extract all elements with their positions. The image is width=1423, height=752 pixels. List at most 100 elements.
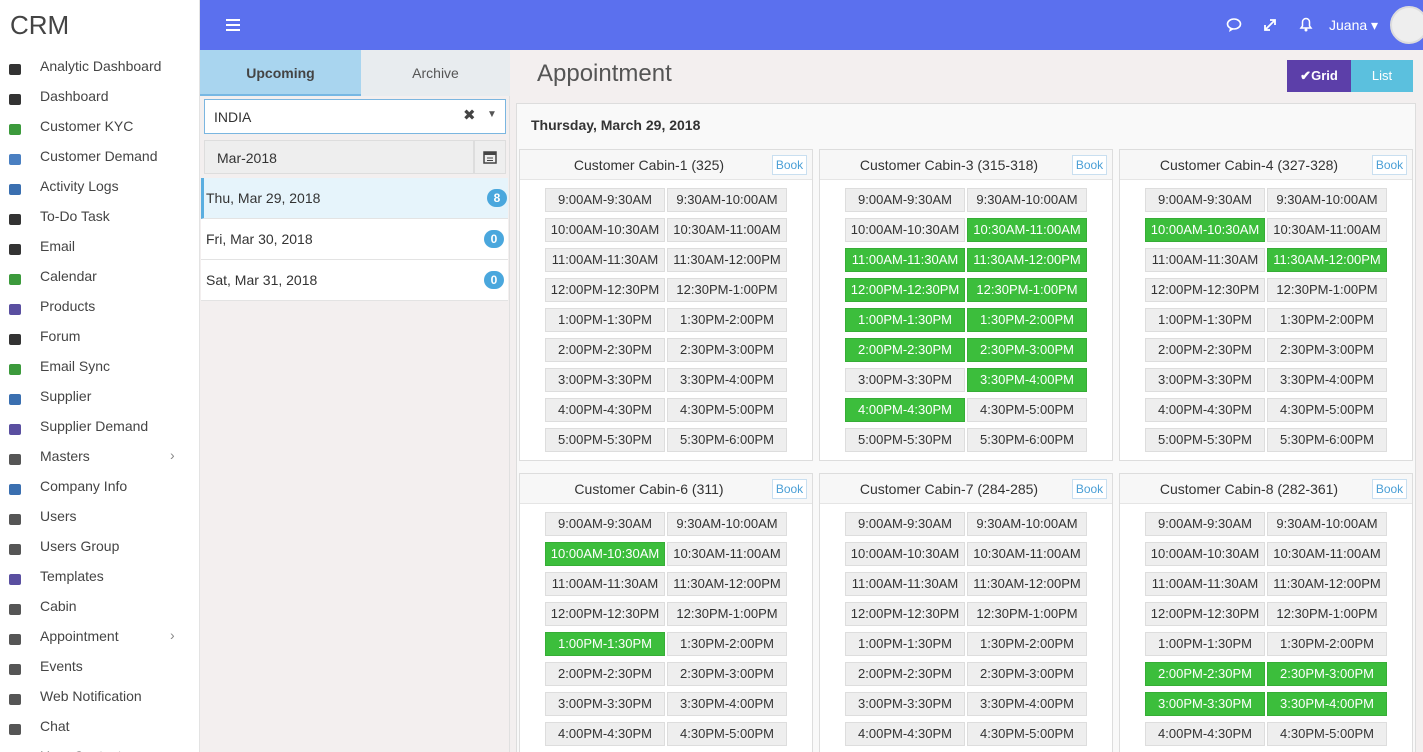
slot-available[interactable]: 1:00PM-1:30PM: [1145, 308, 1265, 332]
slot-available[interactable]: 9:30AM-10:00AM: [667, 512, 787, 536]
nav-item[interactable]: Cabin: [0, 595, 199, 625]
nav-item[interactable]: Company Info: [0, 475, 199, 505]
slot-available[interactable]: 5:00PM-5:30PM: [845, 428, 965, 452]
slot-available[interactable]: 12:00PM-12:30PM: [545, 278, 665, 302]
slot-booked[interactable]: 12:00PM-12:30PM: [845, 278, 965, 302]
slot-available[interactable]: 9:00AM-9:30AM: [845, 512, 965, 536]
slot-available[interactable]: 4:30PM-5:00PM: [1267, 722, 1387, 746]
slot-available[interactable]: 12:00PM-12:30PM: [845, 602, 965, 626]
slot-available[interactable]: 2:00PM-2:30PM: [845, 662, 965, 686]
slot-booked[interactable]: 2:30PM-3:00PM: [1267, 662, 1387, 686]
notification-icon[interactable]: [1298, 16, 1314, 32]
slot-available[interactable]: 9:30AM-10:00AM: [1267, 188, 1387, 212]
slot-available[interactable]: 4:00PM-4:30PM: [845, 722, 965, 746]
slot-available[interactable]: 10:30AM-11:00AM: [1267, 218, 1387, 242]
slot-booked[interactable]: 4:00PM-4:30PM: [845, 398, 965, 422]
nav-item[interactable]: Users Group: [0, 535, 199, 565]
slot-available[interactable]: 12:00PM-12:30PM: [1145, 602, 1265, 626]
slot-booked[interactable]: 3:30PM-4:00PM: [1267, 692, 1387, 716]
slot-available[interactable]: 3:30PM-4:00PM: [967, 692, 1087, 716]
slot-available[interactable]: 10:30AM-11:00AM: [667, 542, 787, 566]
slot-available[interactable]: 10:30AM-11:00AM: [1267, 542, 1387, 566]
slot-available[interactable]: 2:30PM-3:00PM: [667, 662, 787, 686]
slot-available[interactable]: 3:00PM-3:30PM: [1145, 368, 1265, 392]
nav-item[interactable]: Calendar: [0, 265, 199, 295]
slot-available[interactable]: 10:30AM-11:00AM: [667, 218, 787, 242]
slot-booked[interactable]: 10:00AM-10:30AM: [1145, 218, 1265, 242]
slot-available[interactable]: 4:30PM-5:00PM: [667, 722, 787, 746]
slot-available[interactable]: 11:30AM-12:00PM: [1267, 572, 1387, 596]
slot-available[interactable]: 3:00PM-3:30PM: [545, 692, 665, 716]
dropdown-arrow[interactable]: ▼: [487, 109, 497, 120]
slot-available[interactable]: 1:30PM-2:00PM: [1267, 632, 1387, 656]
slot-available[interactable]: 11:00AM-11:30AM: [545, 572, 665, 596]
date-item[interactable]: Sat, Mar 31, 20180: [201, 260, 508, 301]
slot-available[interactable]: 10:00AM-10:30AM: [845, 218, 965, 242]
slot-available[interactable]: 5:30PM-6:00PM: [667, 428, 787, 452]
slot-available[interactable]: 1:30PM-2:00PM: [967, 632, 1087, 656]
slot-available[interactable]: 2:30PM-3:00PM: [1267, 338, 1387, 362]
slot-booked[interactable]: 11:30AM-12:00PM: [1267, 248, 1387, 272]
avatar[interactable]: [1390, 6, 1423, 44]
slot-available[interactable]: 3:00PM-3:30PM: [845, 368, 965, 392]
nav-item[interactable]: To-Do Task: [0, 205, 199, 235]
slot-available[interactable]: 11:30AM-12:00PM: [667, 248, 787, 272]
slot-available[interactable]: 3:00PM-3:30PM: [845, 692, 965, 716]
slot-booked[interactable]: 2:00PM-2:30PM: [845, 338, 965, 362]
slot-available[interactable]: 5:00PM-5:30PM: [1145, 428, 1265, 452]
nav-item[interactable]: Analytic Dashboard: [0, 55, 199, 85]
slot-available[interactable]: 2:00PM-2:30PM: [545, 338, 665, 362]
book-button[interactable]: Book: [1072, 479, 1107, 499]
nav-item[interactable]: Customer KYC: [0, 115, 199, 145]
slot-available[interactable]: 4:30PM-5:00PM: [1267, 398, 1387, 422]
clear-icon[interactable]: ✖: [463, 106, 476, 124]
nav-item[interactable]: Email Sync: [0, 355, 199, 385]
slot-available[interactable]: 4:30PM-5:00PM: [667, 398, 787, 422]
nav-item[interactable]: Customer Demand: [0, 145, 199, 175]
nav-item[interactable]: Web Notification: [0, 685, 199, 715]
slot-available[interactable]: 3:30PM-4:00PM: [667, 692, 787, 716]
slot-booked[interactable]: 1:00PM-1:30PM: [845, 308, 965, 332]
slot-available[interactable]: 11:00AM-11:30AM: [845, 572, 965, 596]
slot-available[interactable]: 4:30PM-5:00PM: [967, 722, 1087, 746]
nav-item[interactable]: Activity Logs: [0, 175, 199, 205]
user-menu[interactable]: Juana ▾: [1329, 17, 1378, 34]
slot-available[interactable]: 4:00PM-4:30PM: [545, 398, 665, 422]
tab-upcoming[interactable]: Upcoming: [200, 50, 361, 96]
slot-available[interactable]: 9:00AM-9:30AM: [545, 512, 665, 536]
nav-item[interactable]: Users: [0, 505, 199, 535]
slot-available[interactable]: 1:00PM-1:30PM: [845, 632, 965, 656]
slot-booked[interactable]: 1:00PM-1:30PM: [545, 632, 665, 656]
slot-booked[interactable]: 2:30PM-3:00PM: [967, 338, 1087, 362]
slot-available[interactable]: 9:30AM-10:00AM: [1267, 512, 1387, 536]
nav-item[interactable]: Templates: [0, 565, 199, 595]
nav-item[interactable]: Email: [0, 235, 199, 265]
slot-available[interactable]: 10:00AM-10:30AM: [545, 218, 665, 242]
slot-available[interactable]: 2:00PM-2:30PM: [545, 662, 665, 686]
slot-available[interactable]: 1:30PM-2:00PM: [1267, 308, 1387, 332]
slot-booked[interactable]: 3:00PM-3:30PM: [1145, 692, 1265, 716]
slot-available[interactable]: 11:00AM-11:30AM: [1145, 572, 1265, 596]
slot-booked[interactable]: 11:30AM-12:00PM: [967, 248, 1087, 272]
slot-booked[interactable]: 10:30AM-11:00AM: [967, 218, 1087, 242]
slot-available[interactable]: 3:30PM-4:00PM: [667, 368, 787, 392]
slot-available[interactable]: 9:30AM-10:00AM: [967, 512, 1087, 536]
calendar-button[interactable]: [474, 140, 506, 174]
chat-icon[interactable]: [1226, 17, 1242, 33]
slot-available[interactable]: 11:00AM-11:30AM: [1145, 248, 1265, 272]
slot-available[interactable]: 11:00AM-11:30AM: [545, 248, 665, 272]
nav-item[interactable]: Events: [0, 655, 199, 685]
slot-available[interactable]: 1:30PM-2:00PM: [667, 308, 787, 332]
slot-booked[interactable]: 1:30PM-2:00PM: [967, 308, 1087, 332]
slot-available[interactable]: 4:00PM-4:30PM: [1145, 398, 1265, 422]
slot-available[interactable]: 2:30PM-3:00PM: [967, 662, 1087, 686]
book-button[interactable]: Book: [1372, 479, 1407, 499]
fullscreen-icon[interactable]: [1262, 17, 1278, 33]
book-button[interactable]: Book: [772, 155, 807, 175]
nav-item[interactable]: Chat: [0, 715, 199, 745]
slot-available[interactable]: 9:00AM-9:30AM: [545, 188, 665, 212]
book-button[interactable]: Book: [772, 479, 807, 499]
slot-available[interactable]: 12:00PM-12:30PM: [1145, 278, 1265, 302]
slot-available[interactable]: 12:30PM-1:00PM: [1267, 278, 1387, 302]
slot-available[interactable]: 10:00AM-10:30AM: [845, 542, 965, 566]
